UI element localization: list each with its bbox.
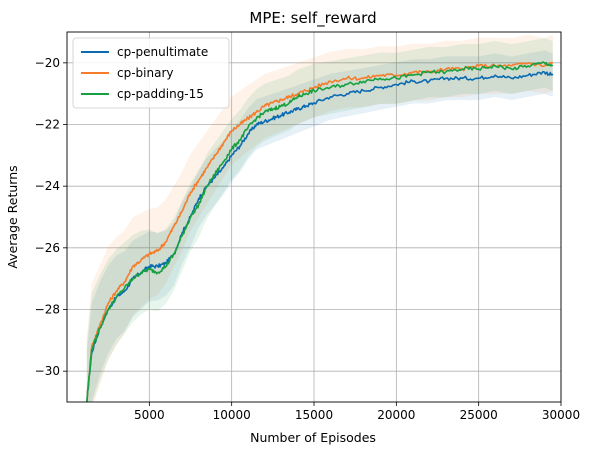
x-axis-label: Number of Episodes	[250, 430, 376, 445]
series-line-cp-binary	[86, 61, 553, 402]
y-tick-label: −26	[35, 241, 60, 255]
x-tick-label: 20000	[377, 408, 415, 422]
lines-group	[86, 61, 554, 402]
legend-label-cp-padding-15: cp-padding-15	[117, 87, 204, 101]
x-tick-label: 25000	[460, 408, 498, 422]
chart-title: MPE: self_reward	[249, 9, 376, 28]
y-tick-label: −30	[35, 364, 60, 378]
legend: cp-penultimate cp-binary cp-padding-15	[72, 37, 230, 109]
y-tick-label: −24	[35, 179, 60, 193]
plot-area: 5000 10000 15000 20000 25000 30000 −30 −28 −26 −2…	[35, 31, 580, 422]
series-band-cp-padding-15	[86, 38, 553, 402]
series-band-cp-binary	[86, 34, 553, 402]
x-tick-label: 30000	[542, 408, 580, 422]
series-line-cp-padding-15	[86, 61, 554, 402]
bands-group	[86, 34, 553, 402]
y-tick-label: −20	[35, 56, 60, 70]
legend-label-cp-binary: cp-binary	[117, 66, 174, 80]
legend-label-cp-penultimate: cp-penultimate	[117, 45, 208, 59]
legend-box	[72, 37, 230, 109]
x-tick-label: 10000	[213, 408, 251, 422]
y-axis-label: Average Returns	[5, 165, 20, 268]
x-tick-label: 15000	[295, 408, 333, 422]
y-tick-label: −22	[35, 118, 60, 132]
y-tick-label: −28	[35, 303, 60, 317]
x-tick-label: 5000	[134, 408, 165, 422]
series-band-cp-penultimate	[86, 50, 553, 402]
